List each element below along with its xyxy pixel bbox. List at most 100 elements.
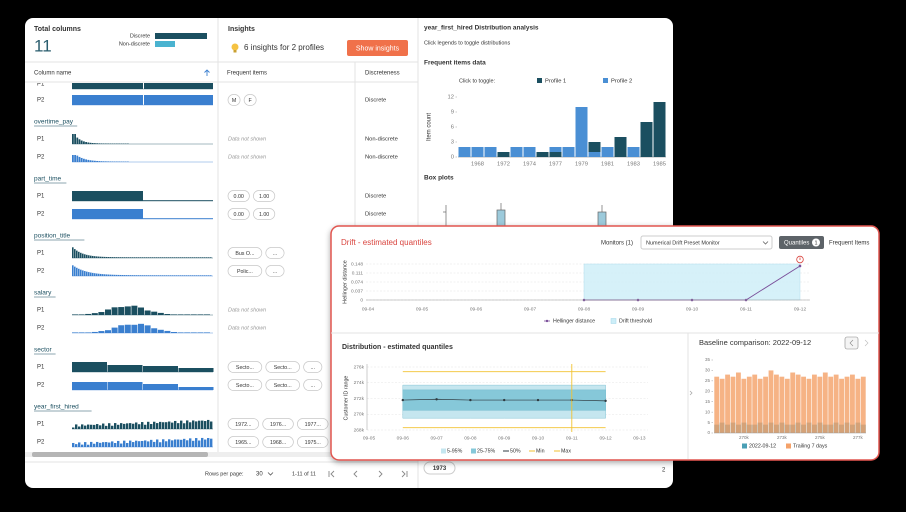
item-chip[interactable] bbox=[227, 436, 260, 448]
sparkline-bar bbox=[159, 421, 162, 429]
sparkline-bar bbox=[105, 442, 108, 447]
collapse-arrow[interactable] bbox=[689, 390, 693, 396]
profile-label: P2 bbox=[37, 212, 45, 218]
sparkline-bar bbox=[184, 314, 191, 315]
sparkline-bar bbox=[118, 274, 120, 276]
dropdown-caret[interactable] bbox=[267, 472, 274, 476]
item-chip[interactable] bbox=[297, 418, 329, 430]
bar bbox=[523, 147, 536, 157]
sparkline-bar bbox=[99, 442, 102, 447]
item-chip[interactable] bbox=[265, 265, 285, 277]
item-chip[interactable] bbox=[227, 265, 263, 277]
x-tick-label: 09-06 bbox=[470, 306, 483, 312]
legend-swatch[interactable] bbox=[603, 78, 608, 83]
item-chip[interactable] bbox=[262, 418, 294, 430]
item-chip[interactable] bbox=[227, 94, 241, 106]
profile-label: P2 bbox=[37, 155, 45, 161]
sparkline-bar bbox=[180, 257, 182, 258]
sparkline-bar bbox=[102, 442, 105, 447]
sparkline-bar bbox=[114, 423, 117, 429]
baseline-title: Baseline comparison: 2022-09-12 bbox=[699, 338, 811, 347]
rows-per-page[interactable]: 30 bbox=[256, 472, 263, 478]
scrollbar-thumb[interactable] bbox=[32, 452, 208, 457]
legend-swatch[interactable] bbox=[471, 448, 476, 454]
median-point bbox=[401, 398, 404, 402]
column-name[interactable]: position_title bbox=[34, 233, 71, 240]
sparkline-bar bbox=[90, 424, 93, 429]
legend-swatch[interactable] bbox=[742, 443, 747, 449]
item-chip[interactable] bbox=[303, 379, 323, 391]
legend-swatch[interactable] bbox=[610, 318, 617, 324]
column-name[interactable]: salary bbox=[34, 290, 52, 297]
sparkline-bar bbox=[174, 420, 177, 429]
item-chip[interactable] bbox=[227, 208, 250, 220]
selected-item-chip[interactable] bbox=[423, 461, 456, 475]
pagination-arrows[interactable] bbox=[328, 470, 408, 478]
frequent-items-tab[interactable]: Frequent Items bbox=[829, 241, 869, 247]
sparkline-bar bbox=[184, 275, 186, 276]
baseline-nav[interactable] bbox=[844, 336, 869, 350]
sparkline-bar bbox=[90, 255, 92, 258]
sparkline-bar bbox=[120, 443, 123, 447]
item-chip[interactable] bbox=[265, 361, 300, 373]
bar bbox=[614, 137, 627, 157]
selected-item: 1973 bbox=[433, 466, 447, 472]
sparkline-bar bbox=[87, 142, 90, 144]
sparkline-bar bbox=[160, 257, 162, 258]
item-chip[interactable] bbox=[303, 361, 323, 373]
sparkline-bar bbox=[136, 257, 138, 258]
sparkline-bar bbox=[72, 134, 74, 144]
bar bbox=[653, 102, 666, 157]
column-header[interactable]: Column name bbox=[34, 71, 72, 77]
sparkline-bar bbox=[109, 161, 112, 162]
column-name[interactable]: overtime_pay bbox=[34, 119, 74, 126]
item-chip[interactable] bbox=[253, 190, 276, 202]
item-chip[interactable] bbox=[227, 418, 260, 430]
sparkline-bar bbox=[183, 423, 186, 429]
sort-icon[interactable] bbox=[204, 69, 210, 76]
column-name[interactable]: sector bbox=[34, 347, 53, 354]
quantiles-tab-label[interactable]: Quantiles bbox=[784, 241, 809, 247]
item-chip[interactable] bbox=[262, 436, 294, 448]
item-chip[interactable] bbox=[227, 379, 263, 391]
quantiles-tab[interactable] bbox=[779, 236, 824, 249]
item-chip[interactable] bbox=[227, 247, 263, 259]
item-chip-label: 1976... bbox=[270, 422, 286, 428]
item-chip[interactable] bbox=[243, 94, 257, 106]
discreteness: Discrete bbox=[365, 194, 386, 200]
x-tick-label: 1972 bbox=[497, 162, 510, 168]
select-caret[interactable] bbox=[762, 241, 769, 245]
item-chip[interactable] bbox=[265, 379, 300, 391]
sparkline-bar bbox=[126, 423, 129, 429]
sparkline-bar bbox=[116, 257, 118, 258]
item-chip[interactable] bbox=[265, 247, 285, 259]
bar bbox=[471, 147, 484, 157]
sparkline-bar bbox=[124, 275, 126, 276]
legend-swatch[interactable] bbox=[441, 448, 446, 454]
sparkline-bar bbox=[168, 257, 170, 258]
sparkline-bar bbox=[146, 275, 148, 276]
y-tick-label: 25 bbox=[705, 378, 711, 383]
show-insights-label[interactable]: Show insights bbox=[356, 45, 400, 52]
item-chip[interactable] bbox=[227, 190, 250, 202]
column-name[interactable]: part_time bbox=[34, 176, 61, 183]
item-chip[interactable] bbox=[253, 208, 276, 220]
sparkline-bar bbox=[80, 140, 83, 144]
legend-swatch[interactable] bbox=[537, 78, 542, 83]
legend-swatch[interactable] bbox=[786, 443, 791, 449]
show-insights-button[interactable] bbox=[347, 40, 408, 56]
x-tick-label: 09-09 bbox=[498, 435, 511, 441]
sparkline-bar bbox=[80, 252, 82, 258]
insights-text: 6 insights for 2 profiles bbox=[244, 43, 324, 52]
item-chip-label: ... bbox=[273, 251, 277, 257]
monitor-select[interactable] bbox=[640, 235, 773, 250]
frequent-items-chart: 0 3 6 9 12 Item count 1968 1972 1974 1977 1979 1981… bbox=[427, 78, 666, 168]
sparkline-bar bbox=[98, 331, 105, 333]
histogram-bar bbox=[774, 374, 779, 433]
bar bbox=[575, 107, 588, 157]
column-name[interactable]: year_first_hired bbox=[34, 404, 79, 411]
sparkline-bar bbox=[138, 424, 141, 429]
item-chip[interactable] bbox=[227, 361, 263, 373]
item-chip[interactable] bbox=[297, 436, 329, 448]
